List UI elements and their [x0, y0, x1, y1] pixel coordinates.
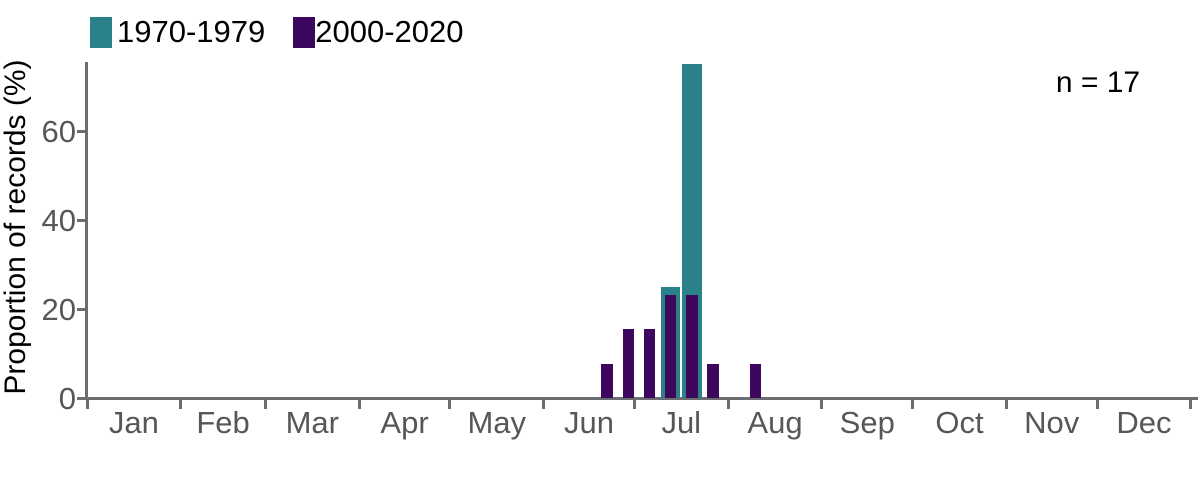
x-axis-label-apr: Apr: [380, 405, 429, 440]
x-axis-tick: [1004, 400, 1008, 409]
x-axis-label-oct: Oct: [935, 405, 984, 440]
x-axis-tick: [911, 400, 915, 409]
x-axis-line: [79, 397, 1198, 400]
x-axis-tick: [1189, 400, 1193, 409]
x-axis-label-feb: Feb: [196, 405, 250, 440]
x-axis-label-nov: Nov: [1024, 405, 1080, 440]
legend-swatch-2000-2020: [293, 16, 316, 48]
y-axis-tick-label: 60: [41, 114, 76, 149]
x-axis-tick: [263, 400, 267, 409]
y-axis-tick-label: 20: [41, 292, 76, 327]
x-axis-tick: [357, 400, 361, 409]
x-axis-label-jan: Jan: [108, 405, 159, 440]
x-axis-label-aug: Aug: [747, 405, 803, 440]
legend-label-1970-1979: 1970-1979: [117, 14, 266, 49]
sample-size-annotation: n = 17: [1055, 66, 1141, 99]
bar-2000-2020: [643, 329, 656, 398]
x-axis-tick: [632, 400, 636, 409]
x-axis-tick: [448, 400, 452, 409]
x-axis-label-may: May: [467, 405, 527, 440]
x-axis-tick: [1095, 400, 1099, 409]
x-axis-label-jun: Jun: [564, 405, 615, 440]
bar-2000-2020: [686, 295, 698, 398]
x-axis-tick: [820, 400, 824, 409]
legend-swatch-1970-1979: [90, 16, 112, 48]
bar-2000-2020: [707, 363, 719, 398]
x-axis-tick: [85, 400, 89, 409]
y-axis-tick: [77, 307, 86, 311]
y-axis-line: [85, 62, 88, 400]
x-axis-label-dec: Dec: [1116, 405, 1172, 440]
x-axis-label-jul: Jul: [661, 405, 702, 440]
x-axis-tick: [542, 400, 546, 409]
y-axis-tick: [77, 396, 86, 400]
y-axis-tick-label: 40: [41, 203, 76, 238]
x-axis-label-mar: Mar: [285, 405, 339, 440]
bar-2000-2020: [622, 329, 635, 398]
legend-label-2000-2020: 2000-2020: [315, 14, 464, 49]
y-axis-tick-label: 0: [58, 381, 76, 416]
y-axis-tick: [77, 129, 86, 133]
bar-2000-2020: [749, 363, 762, 398]
x-axis-label-sep: Sep: [839, 405, 895, 440]
bar-2000-2020: [601, 363, 613, 398]
x-axis-tick: [179, 400, 183, 409]
legend: 1970-1979 2000-2020: [90, 14, 464, 50]
x-axis-tick: [726, 400, 730, 409]
bar-2000-2020: [664, 295, 677, 398]
y-axis-tick: [77, 218, 86, 222]
